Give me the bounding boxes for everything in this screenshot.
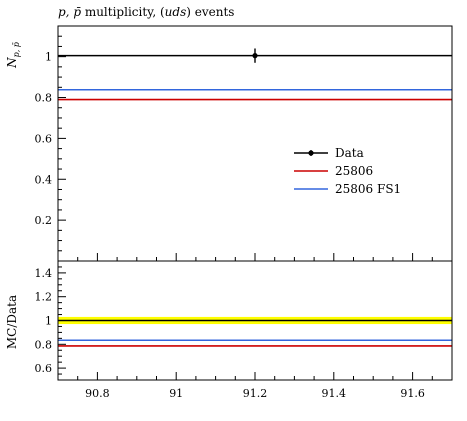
y-tick-label-ratio: 0.6 — [35, 362, 53, 375]
ratio-plot-frame — [57, 260, 453, 381]
y-tick-label-main: 0.6 — [35, 132, 53, 145]
y-tick-label-ratio: 1.4 — [35, 267, 53, 280]
legend-label-data: Data — [335, 146, 364, 160]
x-tick-label: 91.6 — [400, 387, 425, 400]
x-tick-label: 90.8 — [85, 387, 110, 400]
data-point — [252, 53, 258, 59]
legend-label-25806: 25806 — [335, 164, 373, 178]
y-tick-label-ratio: 0.8 — [35, 338, 53, 351]
x-tick-label: 91.2 — [243, 387, 268, 400]
y-tick-label-ratio: 1 — [45, 315, 52, 328]
x-tick-label: 91 — [169, 387, 183, 400]
y-axis-label-ratio: MC/Data — [5, 295, 19, 349]
x-tick-label: 91.4 — [322, 387, 347, 400]
y-tick-label-ratio: 1.2 — [35, 291, 53, 304]
chart-title: p, p̄ multiplicity, (uds) events — [58, 5, 234, 19]
y-tick-label-main: 1 — [45, 51, 52, 64]
legend-label-25806-fs1: 25806 FS1 — [335, 182, 401, 196]
y-axis-label-main: Np, p̄ — [5, 42, 21, 69]
y-tick-label-main: 0.8 — [35, 92, 53, 105]
y-tick-label-main: 0.4 — [35, 173, 53, 186]
y-tick-label-main: 0.2 — [35, 214, 53, 227]
